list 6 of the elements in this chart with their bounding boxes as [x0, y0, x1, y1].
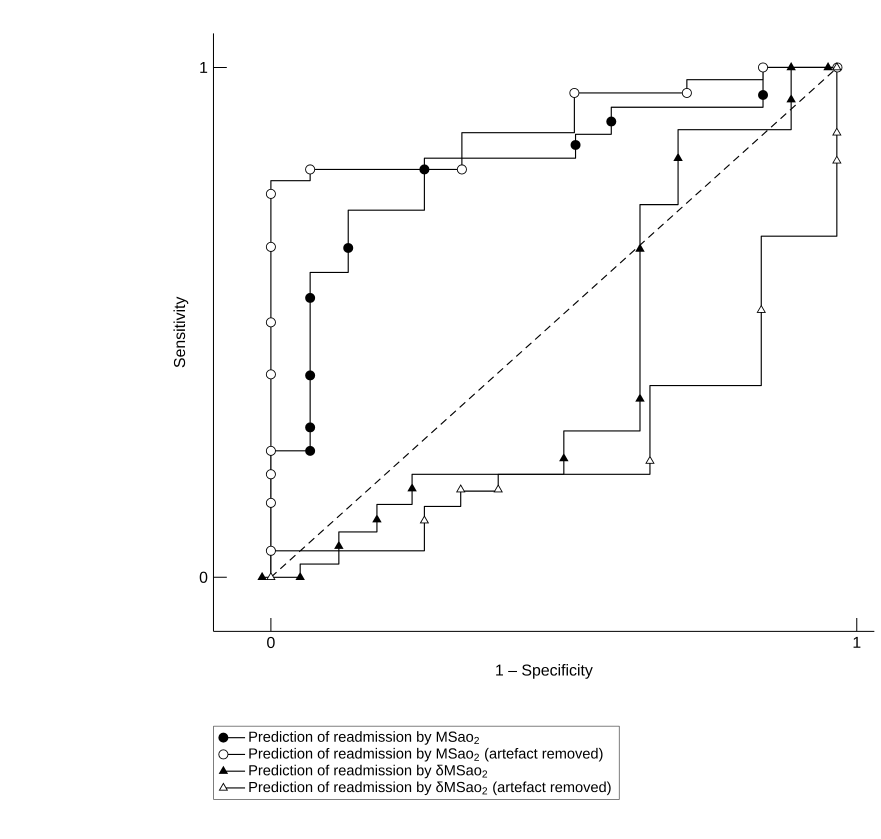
y-axis-title: Sensitivity [173, 296, 188, 368]
legend-label: Prediction of readmission by MSao$_{2}$ (artefact removed) [249, 748, 603, 762]
legend-label: Prediction of readmission by δMSao$_{2}$ [249, 764, 488, 778]
legend-label: Prediction of readmission by δMSao$_{2}$ (artefact removed) [249, 782, 611, 796]
legend-label: Prediction of readmission by MSao$_{2}$ [249, 731, 479, 745]
x-axis-title: 1 – Specificity [496, 664, 593, 679]
